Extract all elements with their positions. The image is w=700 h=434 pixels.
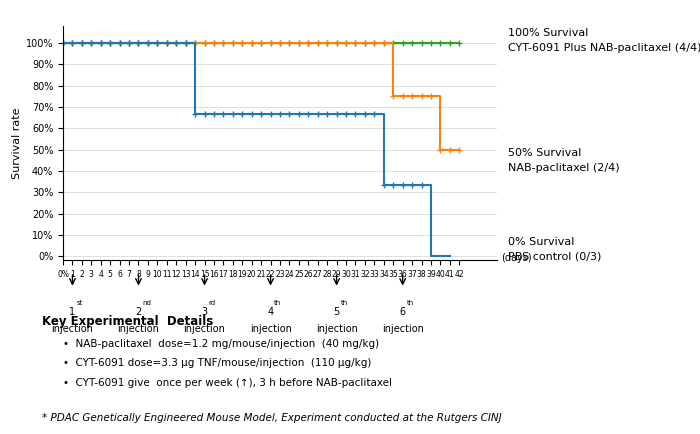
Text: 6: 6 <box>400 307 406 317</box>
Text: rd: rd <box>209 300 216 306</box>
Text: injection: injection <box>250 324 291 334</box>
Text: 5: 5 <box>333 307 340 317</box>
Text: 3: 3 <box>202 307 208 317</box>
Text: 0% Survival: 0% Survival <box>508 237 574 247</box>
Text: st: st <box>76 300 83 306</box>
Text: 50% Survival: 50% Survival <box>508 148 581 158</box>
Text: CYT-6091 Plus NAB-paclitaxel (4/4): CYT-6091 Plus NAB-paclitaxel (4/4) <box>508 43 700 53</box>
Text: 2: 2 <box>135 307 141 317</box>
Text: * PDAC Genetically Engineered Mouse Model, Experiment conducted at the Rutgers C: * PDAC Genetically Engineered Mouse Mode… <box>42 413 502 423</box>
Text: •  NAB-paclitaxel  dose=1.2 mg/mouse/injection  (40 mg/kg): • NAB-paclitaxel dose=1.2 mg/mouse/injec… <box>63 339 379 349</box>
Text: injection: injection <box>316 324 358 334</box>
Text: nd: nd <box>142 300 151 306</box>
Text: th: th <box>340 300 348 306</box>
Text: 1: 1 <box>69 307 76 317</box>
Text: •  CYT-6091 dose=3.3 μg TNF/mouse/injection  (110 μg/kg): • CYT-6091 dose=3.3 μg TNF/mouse/injecti… <box>63 358 372 368</box>
Text: •  CYT-6091 give  once per week (↑), 3 h before NAB-paclitaxel: • CYT-6091 give once per week (↑), 3 h b… <box>63 378 392 388</box>
Text: 100% Survival: 100% Survival <box>508 28 588 38</box>
Text: th: th <box>407 300 414 306</box>
Text: th: th <box>274 300 281 306</box>
Text: (days): (days) <box>501 253 532 263</box>
Text: injection: injection <box>52 324 93 334</box>
Text: injection: injection <box>183 324 225 334</box>
Y-axis label: Survival rate: Survival rate <box>12 108 22 179</box>
Text: 4: 4 <box>267 307 274 317</box>
Text: PBS control (0/3): PBS control (0/3) <box>508 252 601 262</box>
Text: Key Experimental  Details: Key Experimental Details <box>42 315 214 328</box>
Text: injection: injection <box>382 324 423 334</box>
Text: injection: injection <box>118 324 160 334</box>
Text: NAB-paclitaxel (2/4): NAB-paclitaxel (2/4) <box>508 163 619 173</box>
